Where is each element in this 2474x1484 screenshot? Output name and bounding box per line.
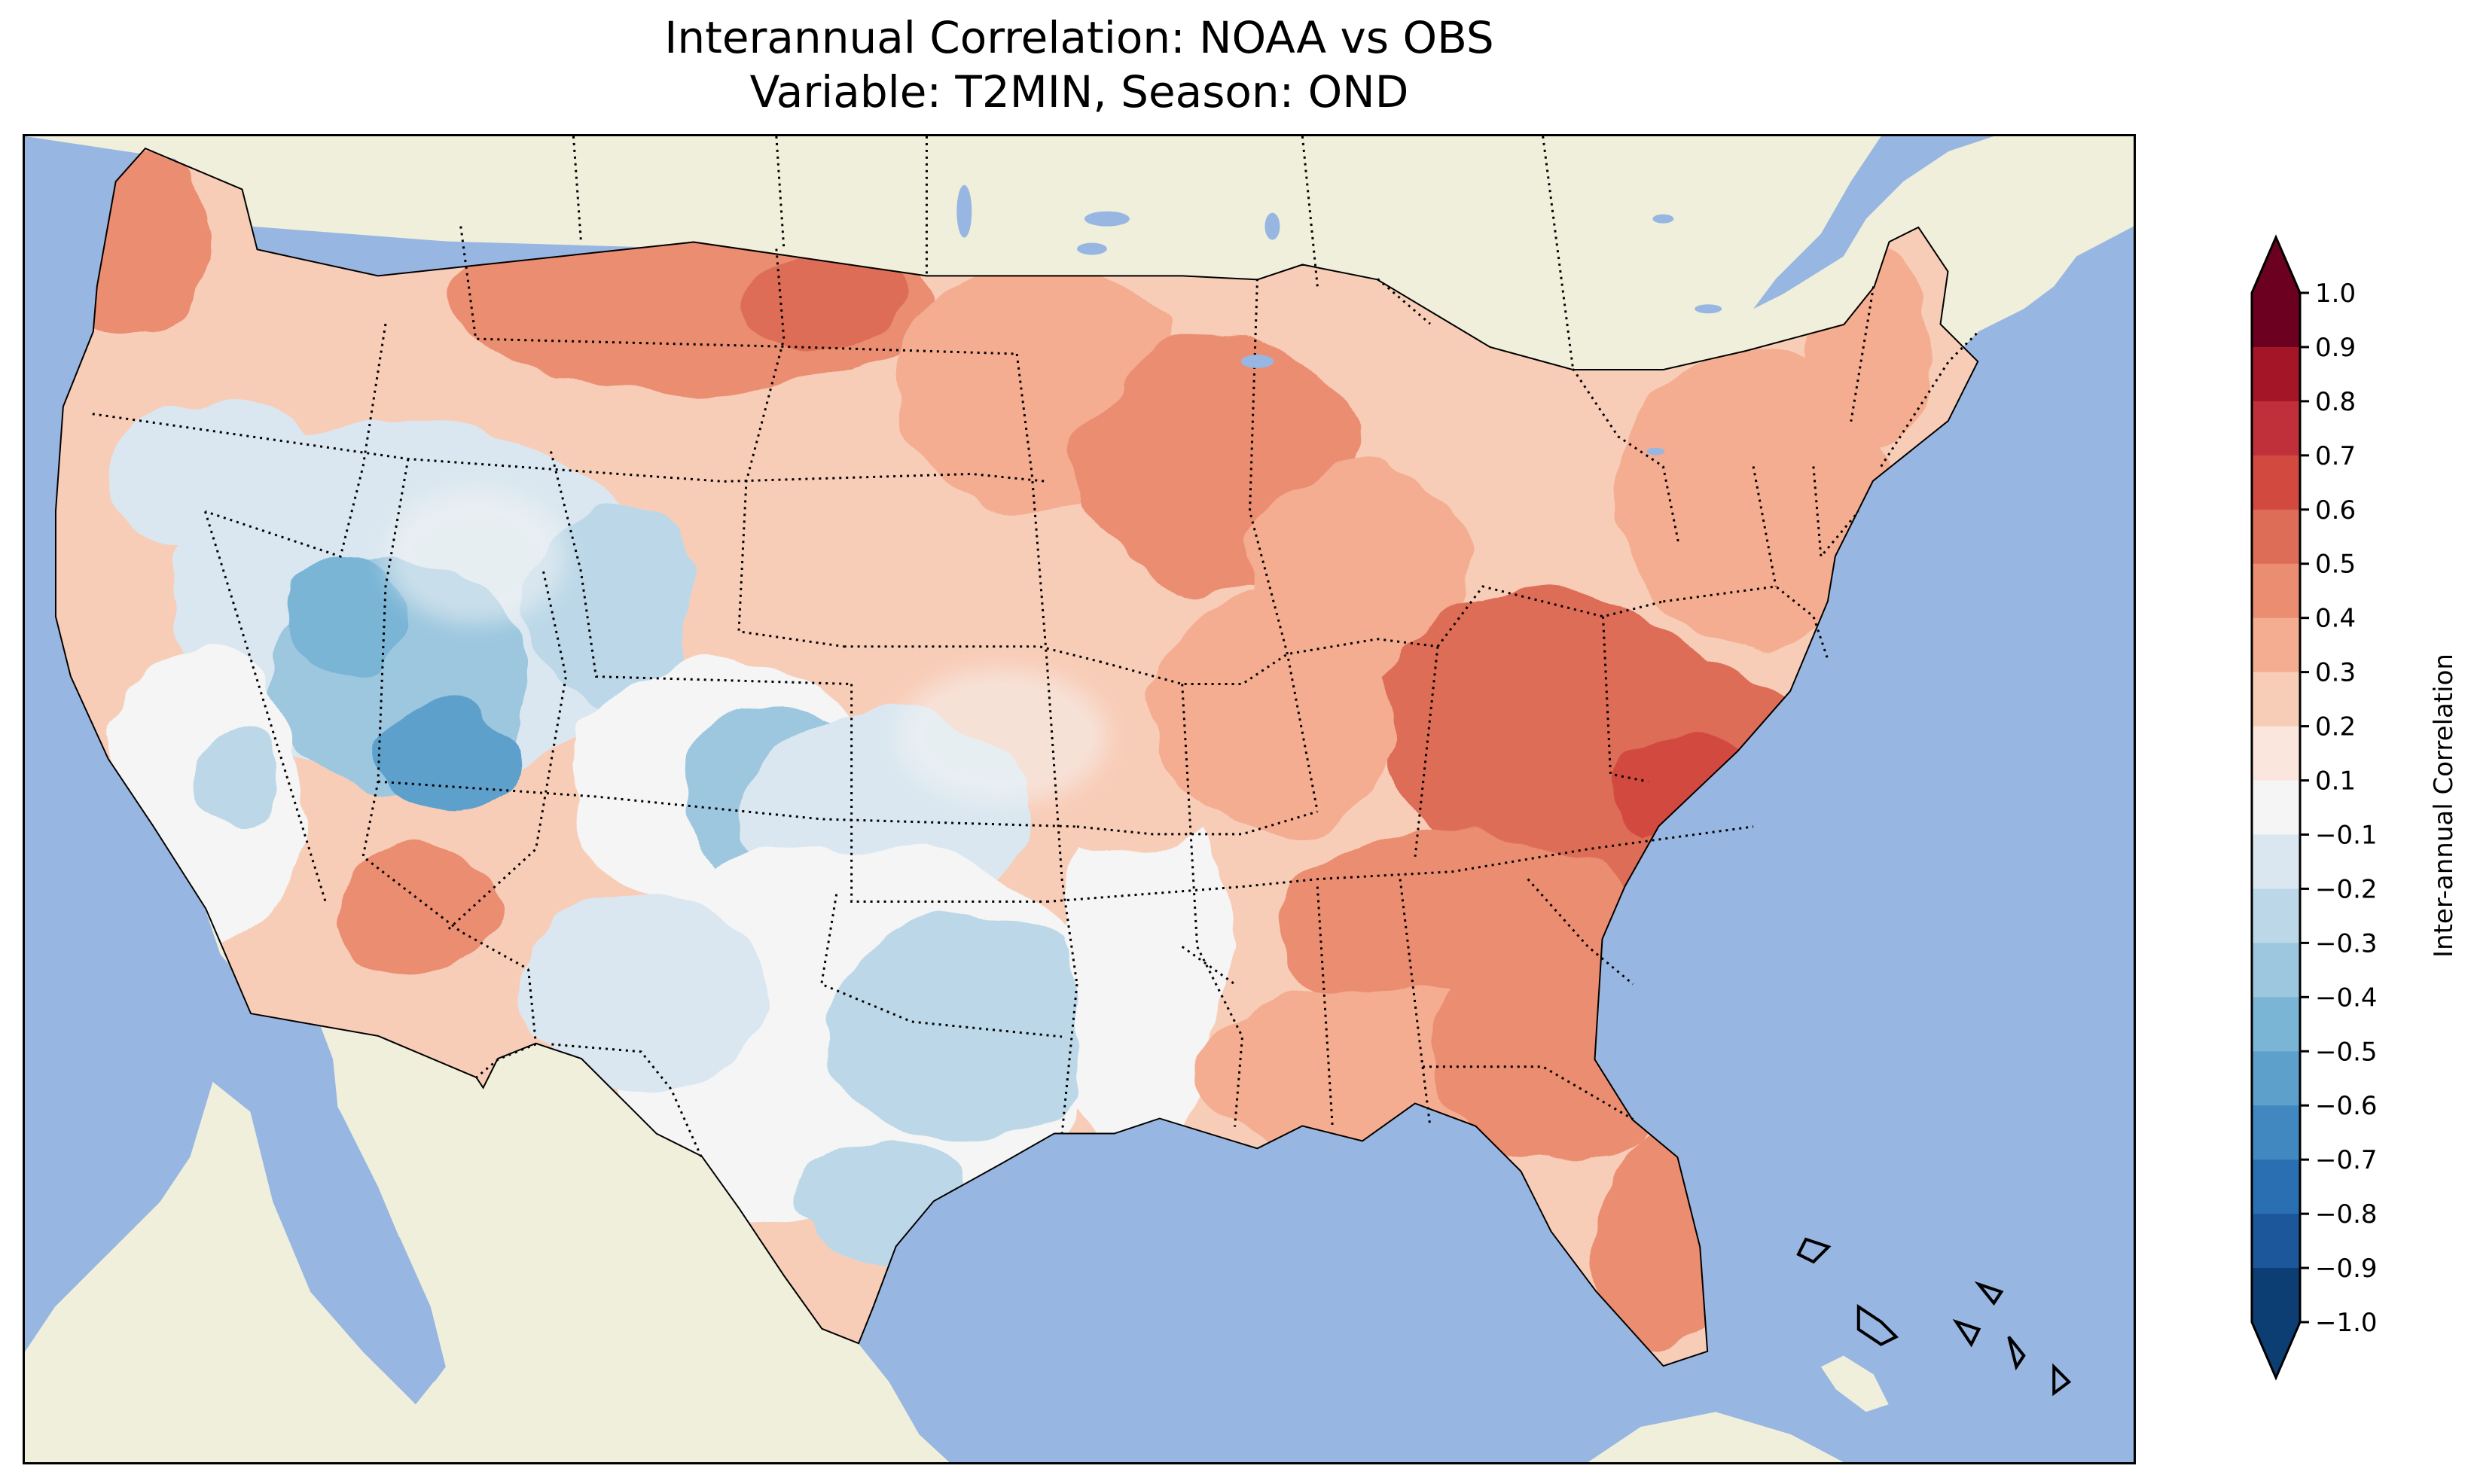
cuba-land [1820,1355,1889,1412]
colorbar-block [2252,563,2300,619]
colorbar-tick-label: −0.1 [2315,820,2378,850]
colorbar-block [2252,780,2300,836]
colorbar-extend-max [2252,237,2300,293]
colorbar-tick-label: 0.1 [2315,766,2356,797]
colorbar-outline [2250,234,2302,1381]
national-borders [474,136,1980,1079]
canadian-lakes [956,184,1722,456]
state-borders [92,226,1875,1157]
colorbar-tick-label: 0.2 [2315,712,2356,742]
colorbar-tick-label: 0.8 [2315,387,2356,417]
colorbar-block [2252,346,2300,402]
colorbar-ticks: 1.0 0.9 0.8 0.7 0.6 0.5 0.4 0.3 0.2 0.1 −0.1 −0.2 −0… [2300,279,2378,1338]
colorbar-block [2252,293,2300,348]
colorbar-block [2252,1268,2300,1323]
colorbar-tick-label: −0.7 [2315,1145,2378,1175]
colorbar-block [2252,943,2300,998]
colorbar-block [2252,401,2300,456]
colorbar-block [2252,726,2300,782]
mexico-land [25,909,950,1462]
map-canvas [25,136,2134,1462]
yucatan-land [1588,1412,1844,1462]
colorbar-extend-min [2252,1322,2300,1378]
colorbar-tick-label: −1.0 [2315,1308,2378,1338]
colorbar-tick-label: −0.6 [2315,1091,2378,1121]
caribbean-islands [1796,1237,2072,1397]
colorbar: 1.0 0.9 0.8 0.7 0.6 0.5 0.4 0.3 0.2 0.1 −0.1 −0.2 −0… [2250,234,2378,1381]
baja-california [273,969,446,1382]
colorbar-tick-label: −0.9 [2315,1254,2378,1284]
colorbar-block [2252,1051,2300,1106]
colorbar-tick-label: −0.3 [2315,928,2378,958]
colorbar-tick-label: −0.8 [2315,1199,2378,1230]
colorbar-block [2252,997,2300,1052]
colorbar-block [2252,1159,2300,1214]
colorbar-tick-label: −0.2 [2315,874,2378,904]
colorbar-tick-label: −0.4 [2315,983,2378,1013]
colorbar-title: Inter-annual Correlation [2429,654,2459,958]
colorbar-tick-label: 1.0 [2315,279,2356,309]
colorbar-tick-label: 0.5 [2315,550,2356,580]
colorbar-blocks [2252,237,2300,1378]
colorbar-tick-label: 0.9 [2315,333,2356,363]
colorbar-tick-label: 0.3 [2315,658,2356,688]
colorbar-block [2252,1105,2300,1160]
colorbar-block [2252,888,2300,943]
colorbar-block [2252,834,2300,890]
colorbar-tick-label: 0.7 [2315,441,2356,471]
chart-title-line-2: Variable: T2MIN, Season: OND [749,66,1409,117]
colorbar-tick-label: 0.4 [2315,604,2356,634]
colorbar-block [2252,1214,2300,1269]
chart-title-line-1: Interannual Correlation: NOAA vs OBS [664,12,1494,63]
map-panel [23,134,2136,1464]
colorbar-block [2252,509,2300,565]
colorbar-block [2252,617,2300,673]
colorbar-tick-label: 0.6 [2315,495,2356,526]
colorbar-tick-label: −0.5 [2315,1037,2378,1067]
colorbar-block [2252,672,2300,727]
colorbar-block [2252,455,2300,510]
